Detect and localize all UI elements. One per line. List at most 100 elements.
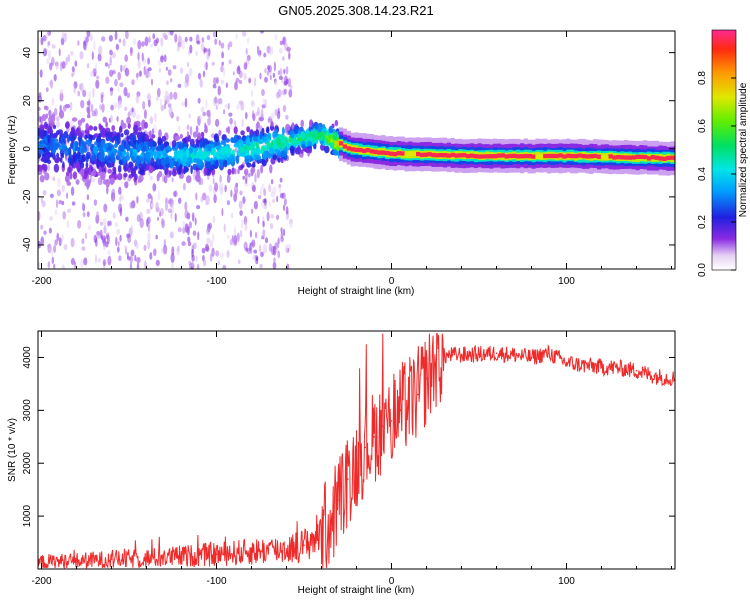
spectrogram-cell: [82, 212, 86, 218]
colorbar-gradient: [711, 29, 737, 271]
spectrogram-cell: [282, 56, 285, 61]
spectrogram-cell: [57, 177, 61, 188]
spectrogram-cell: [205, 99, 208, 109]
spectrogram-cell: [125, 163, 129, 172]
spectrogram-cell: [272, 72, 276, 79]
spectrogram-cell: [118, 150, 123, 159]
spectrogram-cell: [206, 50, 210, 61]
snr-xtick-label: -100: [206, 576, 226, 587]
spectrogram-cell: [212, 150, 216, 156]
spectrogram-cell: [269, 46, 274, 56]
spectrogram-cell: [226, 152, 230, 159]
spectrogram-cell: [174, 212, 177, 223]
spectrogram-cell: [71, 66, 75, 73]
spectrogram-cell: [53, 263, 56, 269]
spectrogram-cell: [47, 261, 51, 269]
spectrogram-cell: [53, 163, 60, 173]
spectrogram-cell: [535, 154, 540, 159]
spectrogram-cell: [62, 211, 66, 220]
spectrogram-cell: [136, 196, 139, 204]
spectrogram-cell: [54, 239, 58, 246]
spectrogram-cell: [263, 204, 268, 210]
spectrogram-cell: [226, 250, 230, 258]
spectrogram-cell: [157, 87, 161, 98]
spectrogram-cell: [73, 85, 76, 94]
spectrogram-cell: [232, 137, 239, 142]
spectrogram-cell: [209, 240, 214, 248]
spectrogram-cell: [250, 167, 256, 174]
spectrogram-cell: [266, 70, 270, 76]
spectrogram-ytick-label: -20: [22, 189, 33, 204]
spectrogram-cell: [80, 259, 84, 268]
snr-point: [565, 361, 568, 364]
spectrogram-cell: [493, 154, 498, 159]
spectrogram-cell: [277, 89, 282, 98]
spectrogram-cell: [81, 141, 87, 147]
spectrogram-cell: [107, 250, 111, 256]
spectrogram-cell: [369, 149, 374, 154]
spectrogram-cell: [163, 238, 166, 249]
spectrogram-cell: [79, 83, 82, 91]
spectrogram-cell: [290, 130, 295, 139]
snr-point: [180, 555, 183, 558]
spectrogram-cell: [84, 232, 88, 239]
spectrogram-cell: [257, 195, 262, 200]
spectrogram-cell: [237, 65, 240, 72]
spectrogram-cell: [262, 220, 265, 228]
colorbar-label: Normalized spectral amplitude: [738, 82, 749, 217]
spectrogram-cell: [273, 80, 278, 86]
spectrogram-cell: [99, 145, 104, 152]
spectrogram-cell: [196, 40, 201, 45]
spectrogram-cell: [272, 245, 277, 256]
spectrogram-cell: [481, 154, 486, 159]
spectrogram-cell: [111, 161, 115, 168]
spectrogram-cell: [639, 154, 644, 159]
spectrogram-cell: [273, 61, 276, 72]
spectrogram-cell: [106, 184, 109, 195]
spectrogram-cell: [181, 39, 185, 50]
spectrogram-cell: [226, 173, 231, 184]
spectrogram-cell: [240, 219, 244, 229]
spectrogram-cell: [670, 155, 675, 160]
spectrogram-cell: [266, 141, 272, 150]
spectrogram-cell: [187, 61, 190, 68]
spectrogram-cell: [205, 243, 209, 252]
spectrogram-cell: [362, 148, 367, 154]
snr-ylabel: SNR (10 * v/v): [7, 418, 18, 482]
spectrogram-cell: [512, 153, 517, 158]
spectrogram-cell: [279, 68, 283, 77]
spectrogram-cell: [124, 245, 128, 251]
spectrogram-cell: [136, 262, 140, 269]
spectrogram-cell: [242, 175, 245, 180]
spectrogram-cell: [174, 150, 178, 159]
spectrogram-cell: [257, 106, 260, 116]
spectrogram-cell: [317, 124, 323, 133]
spectrogram-cell: [98, 45, 103, 55]
spectrogram-cell: [274, 128, 278, 138]
colorbar-ticks: 0.0 0.2 0.4 0.6 0.8: [697, 71, 736, 277]
spectrogram-cell: [116, 116, 119, 122]
spectrogram-cell: [67, 54, 71, 63]
spectrogram-cell: [216, 145, 222, 150]
spectrogram-cell: [55, 199, 59, 209]
spectrogram-cell: [400, 151, 405, 156]
spectrogram-cell: [105, 241, 109, 248]
spectrogram-ytick-label: -40: [22, 237, 33, 252]
spectrogram-cell: [72, 155, 77, 162]
spectrogram-cell: [121, 122, 127, 129]
spectrogram-cell: [124, 106, 128, 111]
spectrogram-cell: [261, 88, 265, 97]
spectrogram-cell: [191, 260, 194, 269]
spectrogram-cell: [102, 179, 108, 185]
spectrogram-cell: [229, 125, 234, 130]
spectrogram-cell: [60, 153, 65, 159]
spectrogram-cell: [59, 92, 64, 102]
spectrogram-cell: [101, 36, 106, 42]
spectrogram-cell: [508, 153, 513, 159]
spectrogram-cell: [169, 141, 172, 147]
spectrogram-cell: [149, 43, 154, 48]
spectrogram-cell: [148, 36, 151, 43]
spectrogram-cell: [61, 184, 65, 193]
spectrogram-cell: [186, 124, 190, 131]
spectrogram-cell: [235, 155, 240, 165]
